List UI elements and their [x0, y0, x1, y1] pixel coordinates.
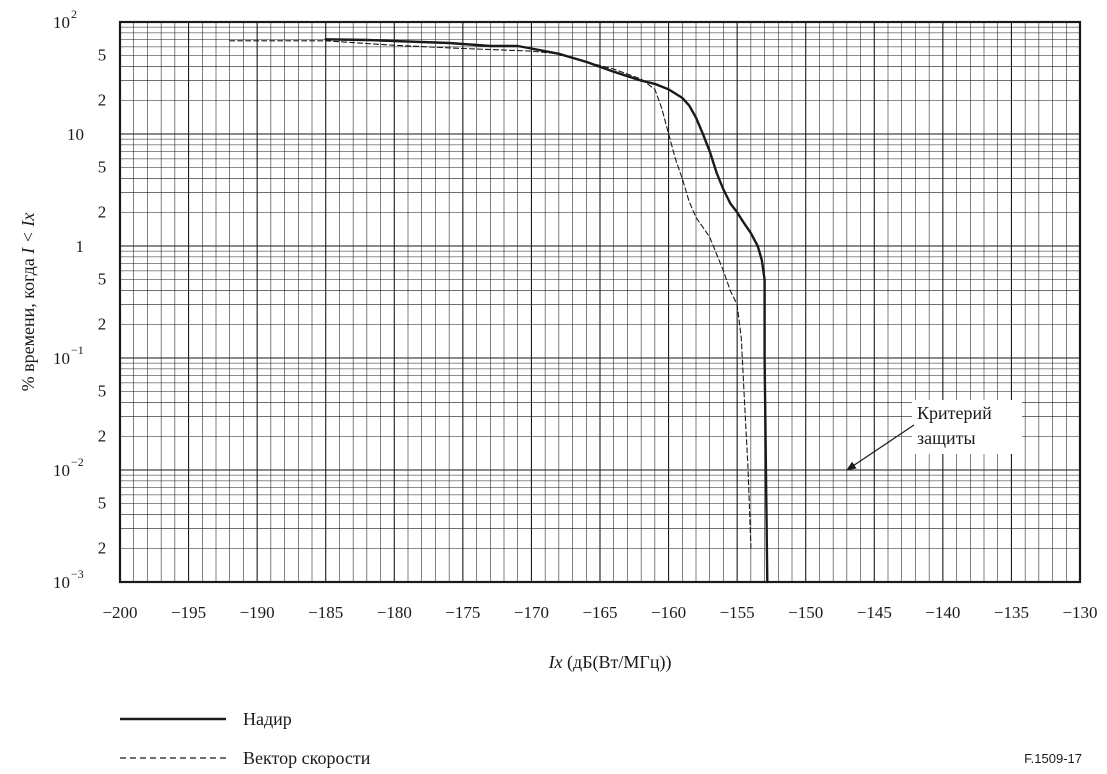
y-tick-label: 10: [67, 125, 84, 144]
y-minor-tick-label: 2: [98, 538, 107, 557]
y-minor-tick-label: 5: [98, 158, 107, 177]
y-minor-tick-label: 2: [98, 90, 107, 109]
y-minor-tick-label: 5: [98, 46, 107, 65]
annotation-line-1: Критерий: [917, 403, 992, 423]
figure-id: F.1509-17: [1024, 751, 1082, 766]
y-minor-tick-label: 5: [98, 494, 107, 513]
annotation-line-2: защиты: [917, 428, 976, 448]
x-tick-label: −165: [582, 603, 617, 622]
plot-frame: [118, 20, 1082, 584]
protection-criterion-annotation: Критерий защиты: [846, 400, 1022, 471]
y-tick-exponent: −3: [71, 567, 84, 581]
y-tick-label: 10: [53, 461, 70, 480]
chart-series: [229, 38, 769, 584]
x-tick-label: −170: [514, 603, 549, 622]
y-tick-label: 10: [53, 13, 70, 32]
x-tick-label: −155: [720, 603, 755, 622]
y-tick-label: 10: [53, 573, 70, 592]
annotation-background: [912, 400, 1022, 454]
x-tick-label: −145: [857, 603, 892, 622]
x-tick-label: −195: [171, 603, 206, 622]
x-tick-label: −140: [925, 603, 960, 622]
x-tick-label: −190: [240, 603, 275, 622]
legend-label-velocity: Вектор скорости: [243, 748, 371, 768]
series-line-nadir: [324, 38, 769, 584]
x-tick-label: −160: [651, 603, 686, 622]
y-minor-tick-label: 5: [98, 270, 107, 289]
x-tick-label: −150: [788, 603, 823, 622]
y-tick-exponent: −2: [71, 455, 84, 469]
y-minor-tick-label: 2: [98, 202, 107, 221]
y-tick-label: 1: [76, 237, 85, 256]
y-tick-label: 10: [53, 349, 70, 368]
y-minor-tick-label: 5: [98, 382, 107, 401]
x-tick-label: −130: [1062, 603, 1097, 622]
y-minor-tick-label: 2: [98, 314, 107, 333]
x-tick-label: −135: [994, 603, 1029, 622]
x-tick-label: −175: [445, 603, 480, 622]
annotation-arrow: [846, 424, 915, 471]
y-tick-exponent: −1: [71, 343, 84, 357]
series-line-velocity-vector: [229, 40, 752, 549]
legend-label-nadir: Надир: [243, 709, 292, 729]
x-tick-label: −200: [102, 603, 137, 622]
x-axis-title: Ix (дБ(Вт/МГц)): [548, 652, 672, 673]
chart-grid: [119, 22, 1081, 583]
x-tick-label: −185: [308, 603, 343, 622]
y-axis-title: % времени, когда I < Ix: [18, 213, 38, 392]
x-tick-label: −180: [377, 603, 412, 622]
legend: Надир Вектор скорости: [120, 709, 371, 768]
y-tick-exponent: 2: [71, 7, 77, 21]
y-minor-tick-label: 2: [98, 426, 107, 445]
x-tick-labels: −200 −195 −190 −185 −180 −175 −170 −165 −160 −155…: [102, 603, 1097, 622]
